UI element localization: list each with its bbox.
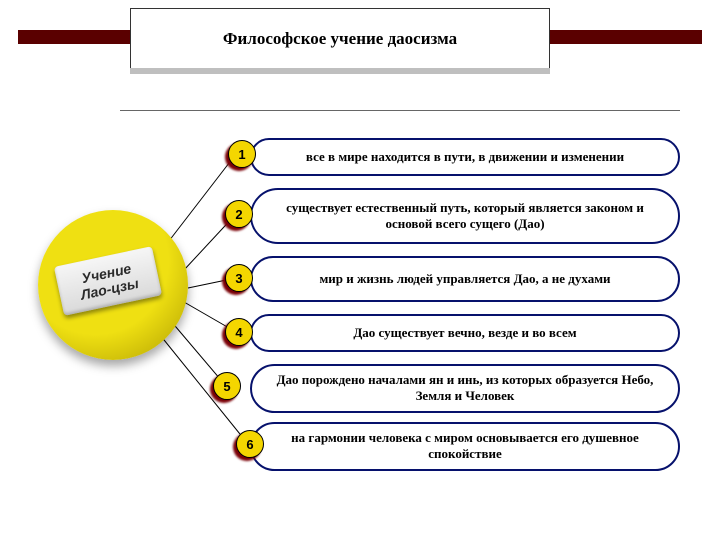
principle-text: мир и жизнь людей управляется Дао, а не … xyxy=(270,271,660,287)
principle-pill: Дао порождено началами ян и инь, из кото… xyxy=(250,364,680,413)
badge-number: 1 xyxy=(228,140,256,168)
number-badge: 2 xyxy=(225,200,253,228)
badge-number: 5 xyxy=(213,372,241,400)
number-badge: 1 xyxy=(228,140,256,168)
number-badge: 3 xyxy=(225,264,253,292)
badge-number: 2 xyxy=(225,200,253,228)
badge-number: 3 xyxy=(225,264,253,292)
hub-label: Учение Лао-цзы xyxy=(76,259,140,303)
number-badge: 5 xyxy=(213,372,241,400)
principle-pill: на гармонии человека с миром основываетс… xyxy=(250,422,680,471)
principle-text: Дао существует вечно, везде и во всем xyxy=(270,325,660,341)
page-title: Философское учение даосизма xyxy=(223,29,457,49)
principle-pill: мир и жизнь людей управляется Дао, а не … xyxy=(250,256,680,302)
title-box: Философское учение даосизма xyxy=(130,8,550,70)
principle-text: Дао порождено началами ян и инь, из кото… xyxy=(270,372,660,405)
badge-number: 4 xyxy=(225,318,253,346)
principle-text: существует естественный путь, который яв… xyxy=(270,200,660,233)
principle-pill: Дао существует вечно, везде и во всем xyxy=(250,314,680,352)
principle-text: все в мире находится в пути, в движении … xyxy=(270,149,660,165)
divider xyxy=(120,110,680,111)
title-box-shadow xyxy=(130,68,550,74)
principle-pill: все в мире находится в пути, в движении … xyxy=(250,138,680,176)
principle-text: на гармонии человека с миром основываетс… xyxy=(270,430,660,463)
number-badge: 4 xyxy=(225,318,253,346)
badge-number: 6 xyxy=(236,430,264,458)
hub-disc: Учение Лао-цзы xyxy=(38,210,188,360)
number-badge: 6 xyxy=(236,430,264,458)
principle-pill: существует естественный путь, который яв… xyxy=(250,188,680,244)
